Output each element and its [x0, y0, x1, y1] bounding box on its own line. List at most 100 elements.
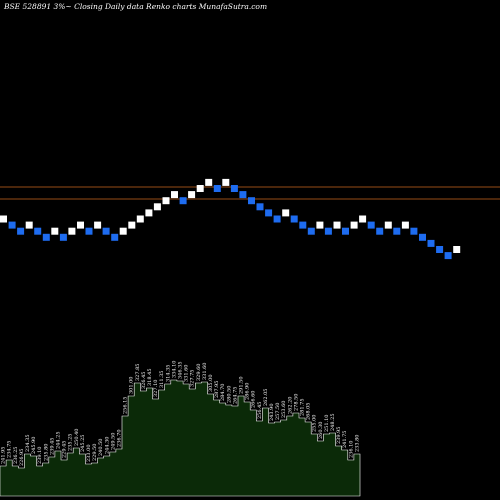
renko-brick — [453, 246, 461, 253]
renko-brick — [342, 227, 349, 235]
renko-brick — [324, 227, 332, 235]
renko-brick — [8, 221, 16, 229]
renko-brick — [25, 221, 33, 229]
volume-label: 229.50 — [92, 444, 98, 462]
volume-label: 236.10 — [348, 441, 354, 459]
volume-label: 287.95 — [214, 381, 220, 399]
volume-label: 331.60 — [202, 363, 208, 381]
renko-brick — [179, 197, 187, 205]
renko-brick — [162, 197, 170, 205]
renko-brick — [222, 178, 230, 186]
renko-brick — [376, 227, 384, 235]
bricks-group — [0, 178, 461, 260]
volume-label: 244.25 — [56, 432, 62, 450]
volume-label: 233.00 — [86, 445, 92, 463]
volume-label: 257.50 — [275, 403, 281, 421]
volume-label: 229.45 — [62, 441, 68, 459]
volume-label: 239.95 — [336, 427, 342, 445]
renko-brick — [196, 185, 204, 192]
volume-label: 268.05 — [306, 403, 312, 421]
volume-label: 260.30 — [318, 422, 324, 440]
volume-label: 240.50 — [98, 439, 104, 457]
volume-label: 234.35 — [25, 435, 31, 453]
volume-label: 331.60 — [184, 365, 190, 383]
volume-label: 329.60 — [196, 364, 202, 382]
renko-brick — [350, 221, 358, 229]
volume-label: 243.90 — [269, 404, 275, 422]
renko-brick — [256, 203, 264, 211]
renko-brick — [384, 221, 392, 229]
renko-brick — [436, 246, 444, 253]
volume-label: 236.25 — [13, 447, 19, 465]
volume-label: 241.75 — [342, 431, 348, 449]
volume-label: 235.25 — [68, 434, 74, 452]
renko-brick — [282, 209, 290, 217]
renko-brick — [205, 178, 213, 186]
renko-brick — [59, 233, 67, 241]
volume-label: 256.15 — [123, 397, 129, 415]
renko-brick — [111, 233, 119, 241]
volume-label: 256.45 — [257, 402, 263, 420]
volume-label: 262.20 — [287, 397, 293, 415]
renko-brick — [17, 227, 25, 235]
renko-brick — [290, 215, 298, 223]
volume-label: 244.30 — [104, 437, 110, 455]
renko-brick — [307, 227, 315, 235]
renko-brick — [239, 191, 247, 199]
renko-brick — [367, 221, 375, 229]
volume-label: 235.80 — [43, 444, 49, 462]
renko-brick — [153, 203, 161, 211]
volume-label: 245.90 — [31, 437, 37, 455]
volume-label: 301.00 — [129, 377, 135, 395]
volume-label: 251.10 — [324, 415, 330, 433]
renko-brick — [171, 191, 178, 199]
volume-label: 305.00 — [208, 375, 214, 393]
volume-label: 239.10 — [37, 447, 43, 465]
volume-label: 311.35 — [159, 371, 165, 389]
renko-brick — [128, 221, 136, 229]
renko-brick — [230, 185, 238, 192]
chart-title: BSE 528891 3%~ Closing Daily data Renko … — [3, 2, 267, 11]
volume-label: 327.85 — [135, 364, 141, 382]
volume-label: 250.40 — [74, 429, 80, 447]
renko-brick — [427, 239, 435, 247]
volume-label: 262.05 — [263, 389, 269, 407]
renko-brick — [273, 215, 281, 223]
volume-label: 241.95 — [1, 447, 7, 465]
renko-brick — [42, 233, 50, 241]
volume-label: 249.50 — [110, 433, 116, 451]
volume-label: 280.50 — [226, 386, 232, 404]
renko-brick — [68, 227, 76, 235]
volume-label: 346.35 — [178, 362, 184, 380]
renko-brick — [213, 185, 221, 192]
volume-label: 234.75 — [7, 441, 13, 459]
renko-brick — [419, 233, 426, 241]
volume-label: 264.75 — [232, 387, 238, 405]
renko-brick — [34, 227, 42, 235]
renko-brick — [316, 221, 324, 229]
renko-brick — [136, 215, 144, 223]
renko-brick — [188, 191, 196, 199]
volume-label: 281.75 — [300, 399, 306, 417]
renko-brick — [77, 221, 84, 229]
volume-label: 334.10 — [171, 361, 177, 379]
volume-label: 326.45 — [141, 372, 147, 390]
volume-label: 233.80 — [354, 435, 360, 453]
volume-label: 248.25 — [330, 414, 336, 432]
renko-brick — [265, 209, 273, 217]
volume-area — [0, 379, 361, 497]
volume-area-group — [0, 379, 361, 497]
renko-brick — [393, 227, 401, 235]
renko-brick — [145, 209, 153, 217]
renko-brick — [119, 227, 127, 235]
volume-label: 278.50 — [293, 394, 299, 412]
renko-brick — [248, 197, 255, 205]
volume-label: 327.10 — [153, 380, 159, 398]
volume-label: 245.25 — [80, 435, 86, 453]
volume-label: 266.60 — [251, 391, 257, 409]
renko-brick — [94, 221, 102, 229]
renko-brick — [333, 221, 341, 229]
renko-brick — [51, 227, 59, 235]
renko-brick — [444, 252, 452, 260]
